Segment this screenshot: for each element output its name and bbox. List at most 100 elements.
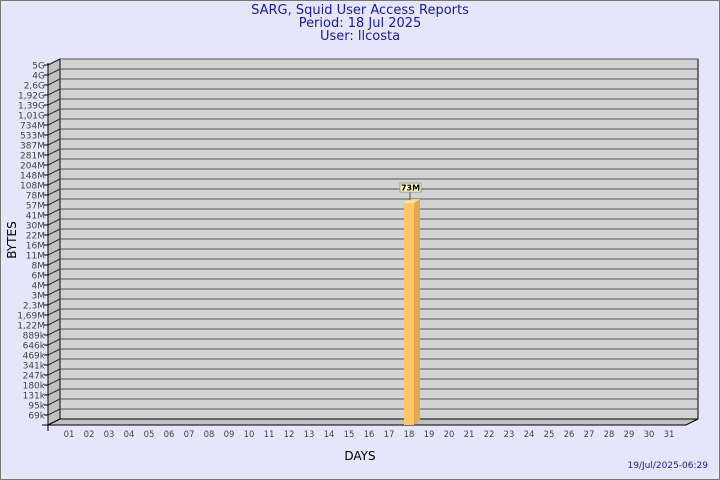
chart-title: SARG, Squid User Access Reports	[251, 3, 469, 18]
gridline-side	[47, 78, 61, 86]
gridline-side	[47, 268, 61, 276]
y-tick-label: 646k	[23, 342, 46, 352]
x-tick-label: 05	[144, 430, 155, 440]
y-axis-title: BYTES	[5, 221, 19, 258]
x-tick-label: 11	[264, 430, 275, 440]
x-tick-label: 28	[604, 430, 615, 440]
x-tick-label: 03	[104, 430, 115, 440]
y-tick-label: 1,01G	[18, 112, 45, 122]
gridline-side	[47, 368, 61, 376]
gridline-side	[47, 208, 61, 216]
y-tick-label: 4G	[32, 72, 45, 82]
x-tick-label: 29	[624, 430, 635, 440]
gridline-side	[47, 258, 61, 266]
x-tick-label: 12	[284, 430, 295, 440]
x-tick-label: 20	[444, 430, 455, 440]
gridline-side	[47, 278, 61, 286]
bar-top	[404, 199, 420, 204]
x-tick-label: 02	[84, 430, 95, 440]
gridline-side	[47, 318, 61, 326]
y-tick-label: 3M	[32, 292, 46, 302]
y-tick-label: 204M	[20, 162, 45, 172]
gridline-side	[47, 88, 61, 96]
y-tick-label: 4M	[32, 282, 46, 292]
chart-user: User: llcosta	[319, 29, 401, 44]
x-tick-label: 31	[664, 430, 675, 440]
y-tick-label: 11M	[26, 252, 45, 262]
gridline-side	[47, 138, 61, 146]
x-tick-label: 30	[644, 430, 655, 440]
y-tick-label: 533M	[20, 132, 45, 142]
gridline-side	[47, 128, 61, 136]
gridline-side	[47, 148, 61, 156]
bar-side	[414, 199, 420, 425]
y-tick-label: 69k	[28, 412, 45, 422]
x-tick-label: 01	[64, 430, 75, 440]
x-tick-label: 09	[224, 430, 235, 440]
x-tick-label: 27	[584, 430, 595, 440]
y-tick-label: 180k	[23, 382, 46, 392]
gridline-side	[47, 238, 61, 246]
y-tick-label: 6M	[32, 272, 46, 282]
y-tick-label: 57M	[26, 202, 45, 212]
x-tick-label: 07	[184, 430, 195, 440]
gridline-side	[47, 408, 61, 416]
chart-period: Period: 18 Jul 2025	[298, 16, 422, 31]
y-tick-label: 247k	[23, 372, 46, 382]
y-tick-label: 131k	[23, 392, 46, 402]
gridline-side	[47, 248, 61, 256]
y-tick-label: 16M	[26, 242, 45, 252]
gridline-side	[47, 358, 61, 366]
gridline-side	[47, 58, 61, 66]
gridline-side	[47, 178, 61, 186]
gridline-side	[47, 228, 61, 236]
gridline-side	[47, 298, 61, 306]
gridline-side	[47, 378, 61, 386]
x-tick-label: 21	[464, 430, 475, 440]
x-tick-label: 16	[364, 430, 375, 440]
x-axis-title: DAYS	[344, 449, 375, 463]
x-tick-label: 10	[244, 430, 255, 440]
y-tick-label: 30M	[26, 222, 45, 232]
x-tick-label: 25	[544, 430, 555, 440]
bar-label-box	[399, 182, 422, 193]
y-tick-label: 341k	[23, 362, 46, 372]
x-tick-label: 18	[404, 430, 415, 440]
gridline-side	[47, 348, 61, 356]
x-tick-label: 17	[384, 430, 395, 440]
y-tick-label: 734M	[20, 122, 45, 132]
x-tick-label: 08	[204, 430, 215, 440]
y-tick-label: 8M	[32, 262, 46, 272]
y-tick-label: 22M	[26, 232, 45, 242]
gridline-side	[47, 108, 61, 116]
gridline-side	[47, 388, 61, 396]
y-tick-label: 1,39G	[18, 102, 45, 112]
gridline-side	[47, 288, 61, 296]
gridline-side	[47, 398, 61, 406]
y-tick-label: 387M	[20, 142, 45, 152]
y-tick-label: 78M	[26, 192, 45, 202]
gridline-side	[47, 168, 61, 176]
y-tick-label: 1,69M	[17, 312, 45, 322]
generated-timestamp: 19/Jul/2025-06:29	[627, 461, 708, 471]
x-tick-label: 22	[484, 430, 495, 440]
gridline-side	[47, 158, 61, 166]
y-tick-label: 148M	[20, 172, 45, 182]
x-tick-label: 15	[344, 430, 355, 440]
gridline-side	[47, 118, 61, 126]
x-tick-label: 14	[324, 430, 335, 440]
y-tick-label: 281M	[20, 152, 45, 162]
plot-floor	[47, 418, 699, 426]
y-tick-label: 1,22M	[17, 322, 45, 332]
y-tick-label: 5G	[32, 62, 45, 72]
x-tick-label: 13	[304, 430, 315, 440]
x-tick-label: 23	[504, 430, 515, 440]
gridline-side	[47, 188, 61, 196]
gridline-side	[47, 328, 61, 336]
y-tick-label: 1,92G	[18, 92, 45, 102]
x-tick-label: 06	[164, 430, 175, 440]
y-tick-label: 469k	[23, 352, 46, 362]
gridline-side	[47, 218, 61, 226]
gridline-side	[47, 68, 61, 76]
